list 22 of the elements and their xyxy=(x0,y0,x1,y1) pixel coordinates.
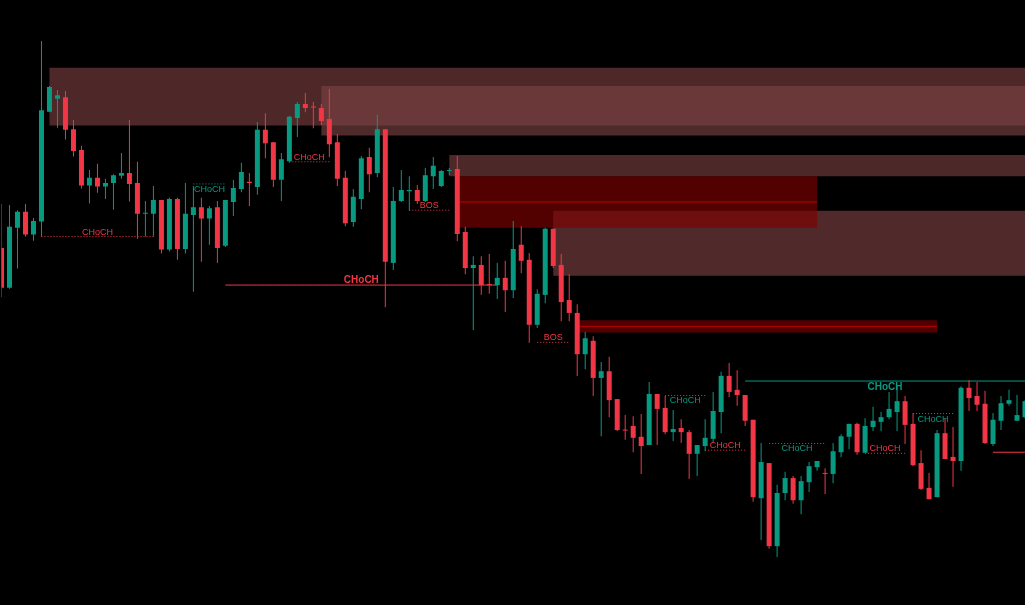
candlestick xyxy=(822,468,828,495)
series-label: BOS xyxy=(543,332,563,343)
series-label: CHoCH xyxy=(669,395,701,406)
series-label: CHoCH xyxy=(709,440,741,451)
candlestick xyxy=(950,426,956,487)
series-label: BOS xyxy=(419,200,439,211)
series-label: CHoCH xyxy=(343,274,379,286)
candlestick xyxy=(622,415,628,440)
candlestick xyxy=(470,256,476,330)
candlestick xyxy=(310,101,316,129)
candlestick xyxy=(670,409,676,441)
candlestick xyxy=(246,173,252,207)
series-label: CHoCH xyxy=(193,183,225,194)
series-label: CHoCH xyxy=(869,443,901,454)
candlestick xyxy=(598,361,604,437)
candlestick xyxy=(406,176,412,211)
series-label: CHoCH xyxy=(81,226,113,237)
series-label: CHoCH xyxy=(917,413,949,424)
series-label: CHoCH xyxy=(781,443,813,454)
series-label: CHoCH xyxy=(293,151,325,162)
candlestick xyxy=(142,200,148,237)
series-label: CHoCH xyxy=(867,380,903,392)
